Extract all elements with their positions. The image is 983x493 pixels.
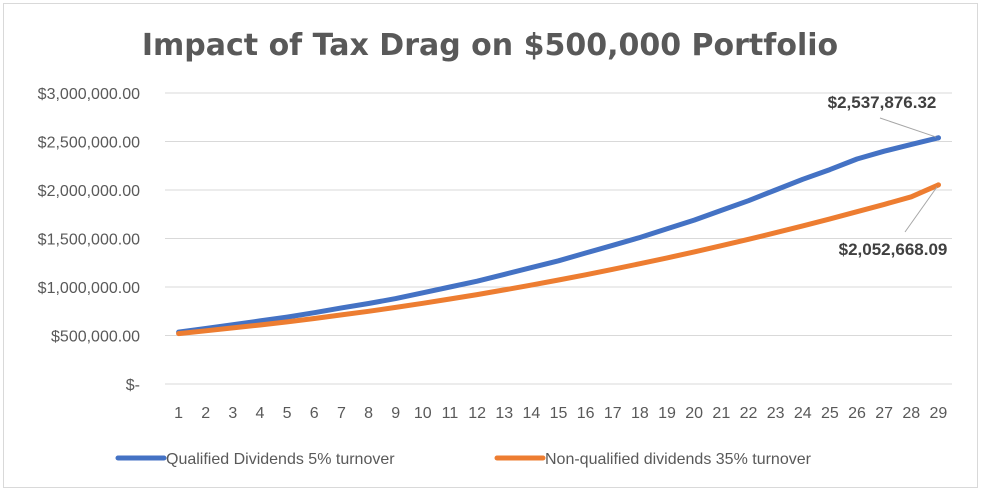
x-tick-label: 9 (391, 405, 400, 422)
x-tick-label: 15 (550, 405, 568, 422)
legend-item-label: Non-qualified dividends 35% turnover (545, 451, 812, 468)
x-tick-label: 23 (767, 405, 785, 422)
x-tick-label: 24 (794, 405, 812, 422)
x-tick-label: 27 (875, 405, 893, 422)
x-tick-label: 13 (495, 405, 513, 422)
x-tick-label: 20 (685, 405, 703, 422)
x-tick-label: 10 (414, 405, 432, 422)
y-axis: $- $500,000.00 $1,000,000.00 $1,500,000.00 $… (38, 86, 140, 394)
y-tick-label: $500,000.00 (51, 329, 140, 346)
x-tick-label: 8 (364, 405, 373, 422)
x-tick-label: 12 (468, 405, 486, 422)
y-tick-label: $3,000,000.00 (38, 86, 140, 103)
x-tick-label: 22 (740, 405, 758, 422)
gridlines (165, 92, 952, 385)
data-label: $2,052,668.09 (839, 240, 948, 259)
x-tick-label: 28 (902, 405, 920, 422)
x-tick-label: 21 (712, 405, 730, 422)
y-tick-label: $2,500,000.00 (38, 135, 140, 152)
chart-frame (3, 3, 978, 488)
x-tick-label: 26 (848, 405, 866, 422)
y-tick-label: $1,000,000.00 (38, 280, 140, 297)
data-label-leader (904, 184, 939, 233)
x-tick-label: 1 (174, 405, 183, 422)
x-tick-label: 4 (256, 405, 265, 422)
data-labels: $2,537,876.32 $2,052,668.09 (828, 93, 948, 259)
x-tick-label: 14 (522, 405, 540, 422)
data-point-marker (935, 135, 941, 141)
y-tick-label: $1,500,000.00 (38, 232, 140, 249)
x-tick-label: 11 (442, 405, 459, 422)
x-tick-label: 5 (283, 405, 292, 422)
series-lines (176, 135, 941, 337)
x-tick-label: 6 (310, 405, 319, 422)
x-tick-label: 16 (577, 405, 595, 422)
x-tick-label: 29 (930, 405, 948, 422)
x-tick-label: 18 (631, 405, 649, 422)
chart-title: Impact of Tax Drag on $500,000 Portfolio (142, 28, 838, 63)
x-tick-label: 19 (658, 405, 676, 422)
series-line-1 (176, 135, 941, 335)
legend: Qualified Dividends 5% turnover Non-quali… (115, 451, 812, 468)
x-tick-label: 17 (604, 405, 622, 422)
x-tick-label: 3 (228, 405, 237, 422)
data-label: $2,537,876.32 (828, 93, 937, 112)
x-tick-label: 25 (821, 405, 839, 422)
data-label-leader (879, 117, 939, 139)
x-tick-label: 7 (337, 405, 346, 422)
data-point-marker (935, 182, 941, 188)
legend-item-label: Qualified Dividends 5% turnover (166, 451, 395, 468)
series-line-2 (176, 182, 941, 337)
y-tick-label: $- (126, 377, 140, 394)
y-tick-label: $2,000,000.00 (38, 183, 140, 200)
x-axis: 1 2 3 4 5 6 7 8 9 10 11 12 13 14 15 16 17 18 19 20 21 22 23 24 2… (174, 405, 947, 422)
x-tick-label: 2 (201, 405, 210, 422)
